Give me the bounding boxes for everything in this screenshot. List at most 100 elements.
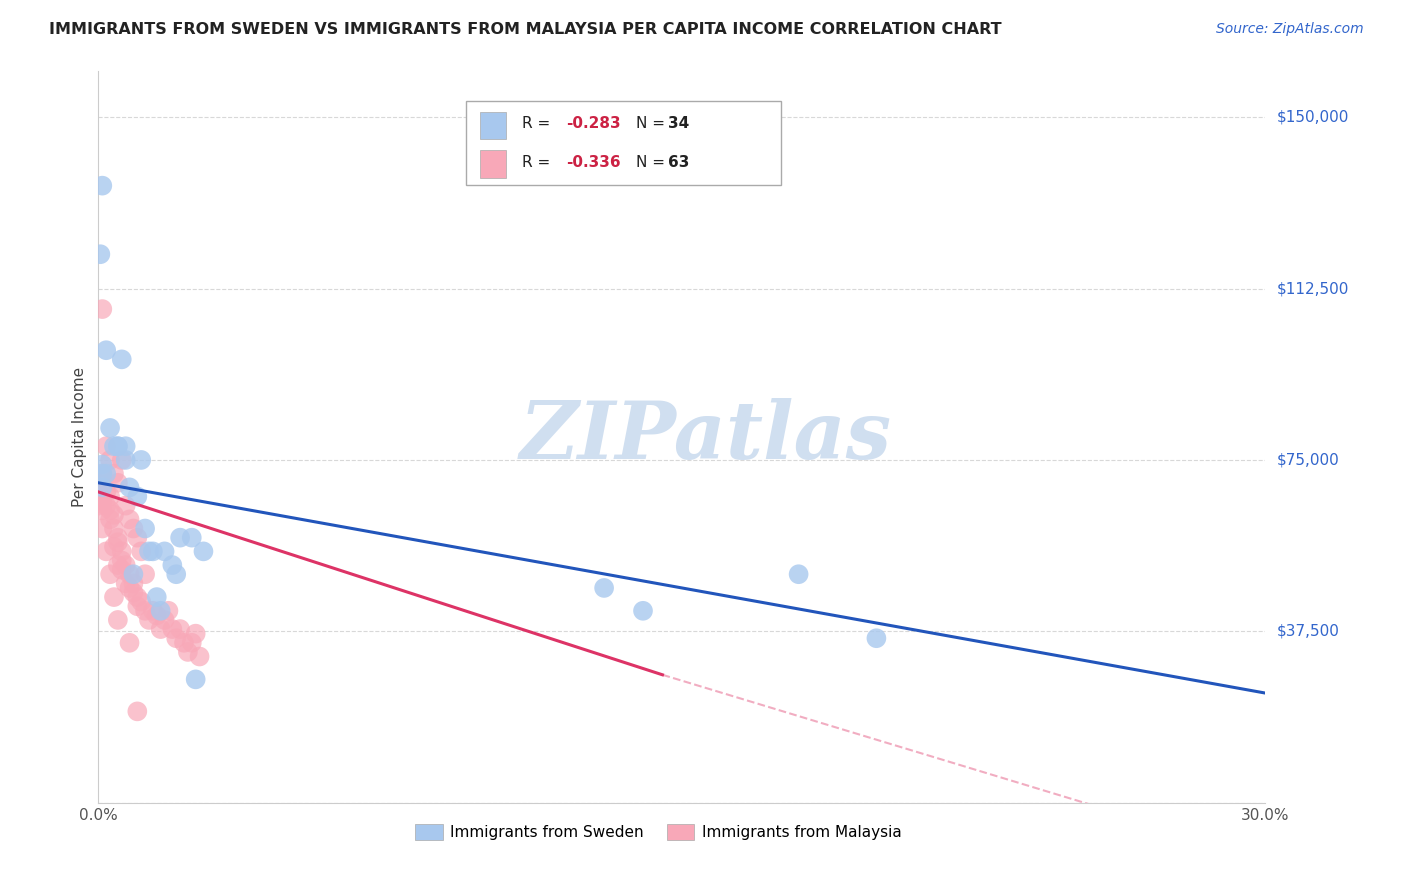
FancyBboxPatch shape bbox=[465, 101, 782, 185]
Point bbox=[111, 453, 134, 467]
Text: ZIPatlas: ZIPatlas bbox=[519, 399, 891, 475]
Point bbox=[138, 613, 160, 627]
Point bbox=[91, 480, 114, 494]
Point bbox=[184, 626, 207, 640]
Point bbox=[153, 544, 176, 558]
Point bbox=[91, 521, 114, 535]
Point bbox=[103, 467, 125, 481]
Point bbox=[146, 608, 169, 623]
Point bbox=[111, 553, 134, 567]
Point bbox=[91, 178, 114, 193]
Point bbox=[98, 512, 121, 526]
Point bbox=[107, 475, 129, 490]
Point bbox=[129, 594, 152, 608]
Point bbox=[96, 544, 118, 558]
Point bbox=[165, 567, 187, 582]
Point bbox=[89, 247, 111, 261]
Point bbox=[593, 581, 616, 595]
Point bbox=[184, 673, 207, 687]
Text: IMMIGRANTS FROM SWEDEN VS IMMIGRANTS FROM MALAYSIA PER CAPITA INCOME CORRELATION: IMMIGRANTS FROM SWEDEN VS IMMIGRANTS FRO… bbox=[49, 22, 1002, 37]
Point bbox=[91, 458, 114, 472]
Text: R =: R = bbox=[522, 154, 555, 169]
Point bbox=[169, 622, 191, 636]
Text: $37,500: $37,500 bbox=[1277, 624, 1340, 639]
Point bbox=[114, 439, 136, 453]
Point bbox=[118, 480, 141, 494]
Point bbox=[631, 604, 654, 618]
Point bbox=[162, 558, 184, 573]
Point bbox=[134, 567, 156, 582]
Point bbox=[118, 636, 141, 650]
Point bbox=[91, 494, 114, 508]
Point bbox=[118, 567, 141, 582]
Point bbox=[169, 531, 191, 545]
Point bbox=[127, 490, 149, 504]
Point bbox=[129, 544, 152, 558]
Point bbox=[103, 590, 125, 604]
Point bbox=[865, 632, 887, 646]
Point bbox=[107, 439, 129, 453]
Point bbox=[87, 484, 110, 499]
Text: $75,000: $75,000 bbox=[1277, 452, 1340, 467]
Text: 34: 34 bbox=[668, 116, 689, 131]
Point bbox=[111, 563, 134, 577]
Text: -0.283: -0.283 bbox=[567, 116, 621, 131]
Point bbox=[114, 453, 136, 467]
Point bbox=[146, 590, 169, 604]
Point bbox=[127, 705, 149, 719]
Point bbox=[122, 585, 145, 599]
Point bbox=[96, 467, 118, 481]
Point bbox=[173, 636, 195, 650]
Point bbox=[114, 499, 136, 513]
Legend: Immigrants from Sweden, Immigrants from Malaysia: Immigrants from Sweden, Immigrants from … bbox=[409, 818, 908, 847]
Point bbox=[114, 558, 136, 573]
Point bbox=[107, 531, 129, 545]
Point bbox=[98, 567, 121, 582]
Point bbox=[127, 531, 149, 545]
Point bbox=[96, 484, 118, 499]
Point bbox=[149, 622, 172, 636]
Point bbox=[177, 645, 200, 659]
Point bbox=[103, 540, 125, 554]
Point bbox=[153, 613, 176, 627]
Point bbox=[134, 604, 156, 618]
Y-axis label: Per Capita Income: Per Capita Income bbox=[72, 367, 87, 508]
Point bbox=[142, 544, 165, 558]
Point bbox=[107, 439, 129, 453]
Text: Source: ZipAtlas.com: Source: ZipAtlas.com bbox=[1216, 22, 1364, 37]
Point bbox=[114, 576, 136, 591]
Point bbox=[134, 521, 156, 535]
Point bbox=[87, 475, 110, 490]
Point bbox=[127, 590, 149, 604]
Text: -0.336: -0.336 bbox=[567, 154, 621, 169]
Point bbox=[98, 421, 121, 435]
Point bbox=[96, 439, 118, 453]
Point bbox=[103, 439, 125, 453]
Text: N =: N = bbox=[637, 154, 671, 169]
Point bbox=[118, 581, 141, 595]
Point bbox=[180, 531, 202, 545]
Point bbox=[107, 558, 129, 573]
Point bbox=[162, 622, 184, 636]
Point bbox=[96, 343, 118, 358]
Point bbox=[103, 508, 125, 522]
Point bbox=[142, 604, 165, 618]
Text: N =: N = bbox=[637, 116, 671, 131]
Point bbox=[96, 499, 118, 513]
Point bbox=[111, 544, 134, 558]
Text: R =: R = bbox=[522, 116, 555, 131]
Point bbox=[91, 467, 114, 481]
Text: 63: 63 bbox=[668, 154, 689, 169]
Point bbox=[122, 576, 145, 591]
Point bbox=[193, 544, 215, 558]
Point bbox=[91, 301, 114, 317]
Point bbox=[103, 521, 125, 535]
Point bbox=[111, 352, 134, 367]
Point bbox=[188, 649, 211, 664]
Point bbox=[127, 599, 149, 614]
Point bbox=[138, 544, 160, 558]
Point bbox=[98, 490, 121, 504]
Point bbox=[129, 453, 152, 467]
Text: $150,000: $150,000 bbox=[1277, 110, 1350, 125]
Point bbox=[107, 535, 129, 549]
